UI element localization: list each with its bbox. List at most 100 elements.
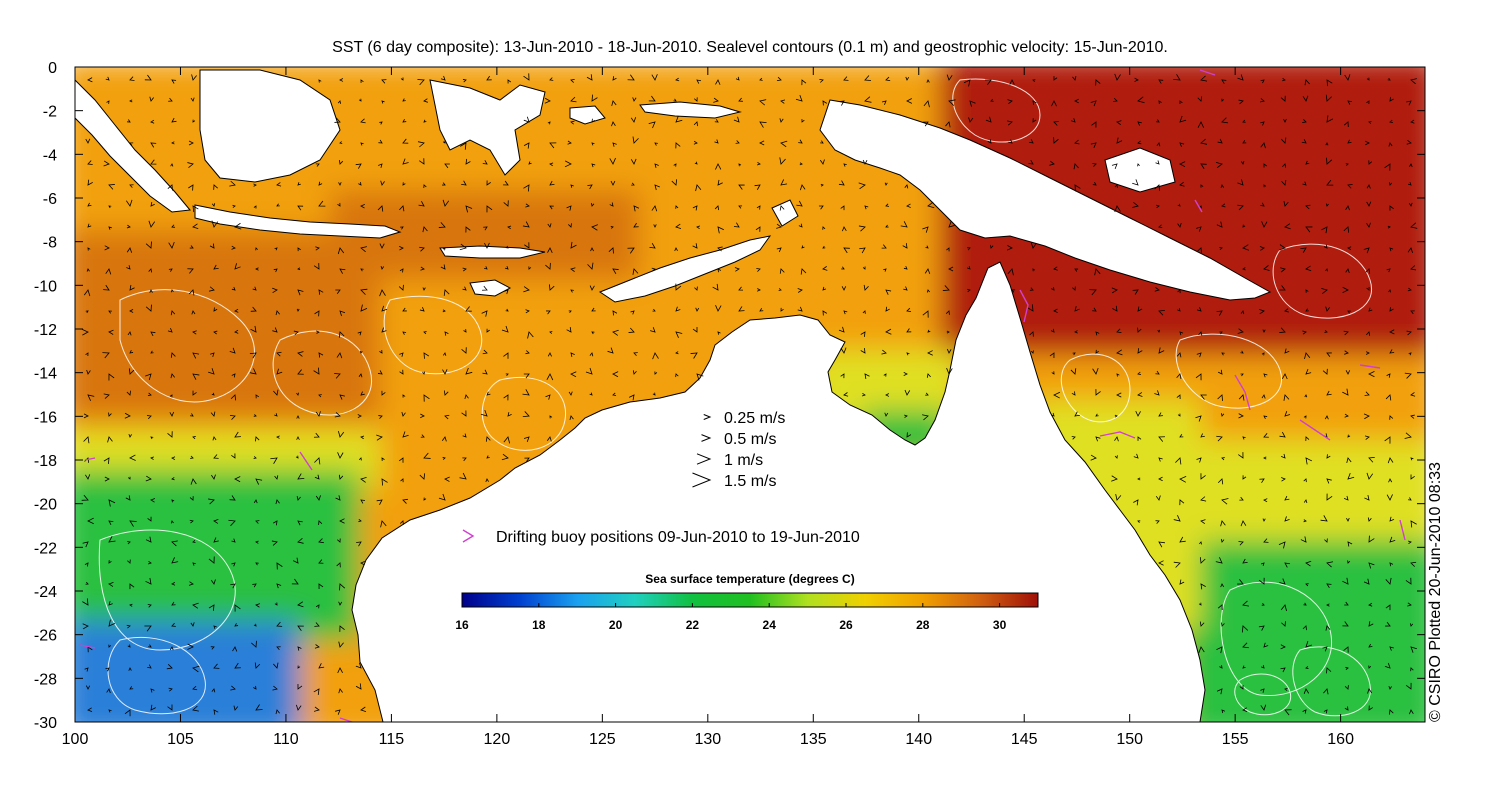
x-tick-label: 140	[905, 731, 932, 748]
java-landmass	[194, 204, 402, 239]
colorbar-ticks: 16 18 20 22 24 26 28 30	[455, 603, 1007, 632]
new-guinea-landmass	[819, 99, 1272, 301]
colorbar-tick-label: 18	[532, 618, 546, 632]
credit-text: © CSIRO Plotted 20-Jun-2010 08:33	[1427, 462, 1444, 722]
buoy-track	[1194, 199, 1203, 213]
sst-region-west	[75, 230, 380, 420]
velocity-legend-arrow	[701, 434, 712, 442]
colorbar-tick-label: 20	[609, 618, 623, 632]
y-tick-label: -26	[34, 628, 57, 645]
sst-region-coral-yellow	[1180, 440, 1425, 550]
sst-region-tasman-green	[1180, 540, 1425, 722]
colorbar-tick-label: 28	[916, 618, 930, 632]
y-tick-label: -10	[34, 278, 57, 295]
sst-region-southwest-cool	[75, 620, 300, 722]
x-tick-label: 155	[1222, 731, 1249, 748]
buoy-track	[79, 644, 96, 649]
y-tick-label: -12	[34, 322, 57, 339]
y-tick-label: -28	[34, 671, 57, 688]
y-tick-label: -24	[34, 584, 57, 601]
x-tick-label: 160	[1327, 731, 1354, 748]
buoy-legend-marker	[462, 529, 475, 543]
velocity-legend-label: 0.25 m/s	[724, 410, 785, 427]
x-tick-label: 100	[62, 731, 89, 748]
sst-region-west-green	[75, 470, 360, 640]
buoy-track	[1019, 289, 1029, 323]
colorbar-tick-label: 16	[455, 618, 469, 632]
flores-island	[439, 245, 546, 259]
y-tick-label: -30	[34, 715, 57, 732]
colorbar-tick-label: 26	[839, 618, 853, 632]
colorbar-title: Sea surface temperature (degrees C)	[645, 572, 854, 586]
x-tick-label: 125	[589, 731, 616, 748]
colorbar-tick-label: 22	[686, 618, 700, 632]
contour-line	[1272, 243, 1373, 319]
x-axis: 100 105 110 115 120 125 130 135 140 145 150 155 160	[62, 67, 1354, 748]
x-tick-label: 150	[1116, 731, 1143, 748]
buoy-legend: Drifting buoy positions 09-Jun-2010 to 1…	[462, 529, 860, 546]
y-tick-label: -8	[43, 235, 57, 252]
drifting-buoy-tracks	[79, 69, 1406, 722]
x-tick-label: 110	[273, 731, 299, 748]
contour-line	[1292, 646, 1371, 717]
x-tick-label: 105	[167, 731, 194, 748]
contour-line	[1175, 333, 1283, 409]
contour-line	[107, 636, 206, 715]
contour-line	[272, 330, 373, 416]
y-tick-label: -22	[34, 540, 57, 557]
sulawesi-landmass	[429, 79, 546, 176]
plot-area	[75, 67, 1425, 722]
buoy-track	[84, 457, 96, 461]
y-tick-label: -18	[34, 453, 57, 470]
sumba-island	[469, 279, 512, 297]
map-title: SST (6 day composite): 13-Jun-2010 - 18-…	[332, 39, 1168, 56]
velocity-legend-arrow	[696, 453, 712, 465]
geostrophic-velocity-arrows	[81, 73, 1418, 717]
contour-line	[1220, 581, 1332, 697]
velocity-legend: 0.25 m/s 0.5 m/s 1 m/s 1.5 m/s	[692, 410, 785, 490]
contour-line	[383, 295, 483, 375]
y-tick-label: -4	[43, 147, 57, 164]
velocity-legend-label: 0.5 m/s	[724, 431, 776, 448]
contour-line	[1234, 673, 1292, 716]
buoy-track	[1099, 431, 1136, 439]
y-tick-label: -6	[43, 191, 57, 208]
buoy-track	[339, 717, 353, 722]
colorbar-bar	[461, 592, 1039, 608]
tanimbar-island	[771, 199, 799, 227]
buoy-track	[299, 451, 313, 471]
timor-landmass	[598, 235, 772, 303]
y-axis: 0 -2 -4 -6 -8 -10 -12 -14 -16 -18 -20 -22 -24 -26 -28 -…	[34, 60, 1425, 732]
colorbar: Sea surface temperature (degrees C) 16 18…	[455, 572, 1039, 632]
buoy-track	[1359, 364, 1381, 369]
contour-line	[481, 376, 567, 451]
y-tick-label: -16	[34, 409, 57, 426]
buoy-track	[1399, 519, 1406, 541]
buoy-track	[1299, 419, 1331, 441]
y-tick-label: -20	[34, 497, 57, 514]
sealevel-contours	[98, 78, 1373, 717]
buru-island	[569, 105, 606, 125]
contour-line	[1060, 353, 1131, 423]
x-tick-label: 115	[379, 731, 405, 748]
colorbar-tick-label: 24	[763, 618, 777, 632]
buoy-legend-label: Drifting buoy positions 09-Jun-2010 to 1…	[496, 529, 860, 546]
sumatra-landmass	[75, 79, 191, 213]
velocity-legend-label: 1.5 m/s	[724, 473, 776, 490]
y-tick-label: -2	[43, 104, 57, 121]
borneo-landmass	[199, 69, 341, 183]
buoy-track	[1199, 69, 1216, 76]
seram-island	[639, 101, 742, 119]
plot-frame	[74, 66, 1426, 723]
x-tick-label: 145	[1011, 731, 1038, 748]
x-tick-label: 120	[484, 731, 511, 748]
x-tick-label: 135	[800, 731, 827, 748]
y-tick-label: 0	[48, 60, 57, 77]
buoy-track	[1234, 374, 1251, 411]
contour-line	[98, 529, 236, 651]
x-tick-label: 130	[694, 731, 721, 748]
y-tick-label: -14	[34, 366, 57, 383]
colorbar-tick-label: 30	[993, 618, 1007, 632]
velocity-legend-arrow	[703, 414, 712, 420]
